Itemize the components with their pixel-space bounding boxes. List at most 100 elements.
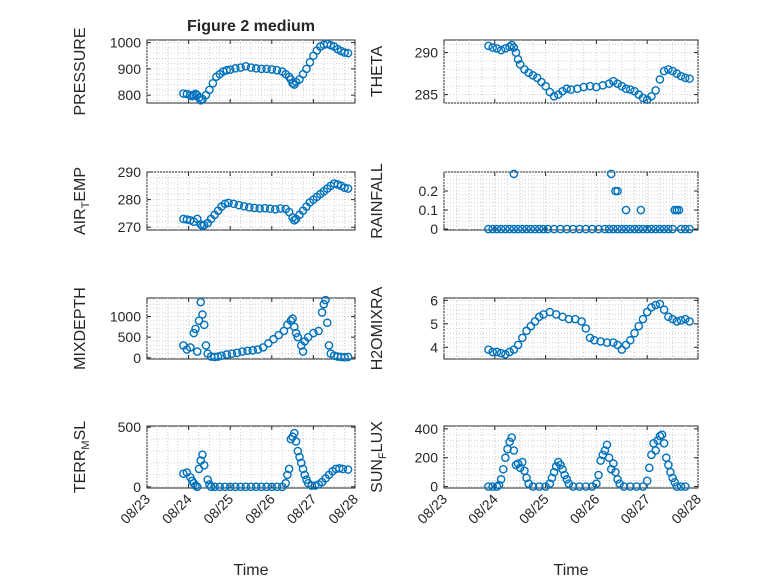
data-point bbox=[581, 224, 591, 234]
data-point bbox=[681, 482, 690, 491]
data-point bbox=[655, 299, 665, 309]
data-point bbox=[530, 317, 540, 326]
x-tick-label: 08/25 bbox=[516, 491, 552, 527]
data-point bbox=[203, 475, 212, 484]
data-point bbox=[232, 348, 242, 358]
data-point bbox=[581, 324, 591, 333]
data-point bbox=[322, 318, 332, 328]
data-point bbox=[293, 446, 303, 456]
grid bbox=[443, 40, 699, 104]
y-tick-label: 0 bbox=[430, 221, 438, 237]
data-point bbox=[196, 96, 206, 105]
data-point bbox=[324, 341, 334, 350]
data-point bbox=[257, 482, 266, 492]
data-point bbox=[484, 345, 493, 354]
data-point bbox=[668, 473, 677, 483]
data-point bbox=[638, 482, 648, 491]
data-point bbox=[302, 64, 311, 74]
data-points bbox=[484, 40, 694, 104]
data-point bbox=[558, 86, 567, 96]
data-point bbox=[602, 338, 612, 347]
data-point bbox=[191, 324, 200, 334]
data-point bbox=[186, 343, 195, 352]
x-tick-label: 08/28 bbox=[325, 491, 361, 527]
data-point bbox=[625, 85, 635, 94]
x-tick-label: 08/25 bbox=[200, 491, 236, 527]
data-point bbox=[290, 216, 299, 225]
data-point bbox=[676, 482, 686, 491]
data-point bbox=[338, 464, 348, 474]
data-point bbox=[522, 224, 531, 234]
data-point bbox=[651, 300, 660, 310]
data-point bbox=[581, 482, 591, 491]
data-point bbox=[638, 93, 648, 103]
data-point bbox=[526, 321, 536, 331]
data-point bbox=[668, 224, 677, 234]
y-tick-label: 6 bbox=[430, 292, 438, 308]
data-point bbox=[222, 65, 232, 75]
data-point bbox=[566, 85, 576, 94]
data-point bbox=[501, 224, 510, 234]
data-point bbox=[509, 169, 519, 179]
data-point bbox=[208, 79, 218, 88]
data-point bbox=[260, 203, 270, 213]
subplot-7: 0 500 08/23 08/24 08/25 08/26 08/27 08/28 TERRMS… bbox=[72, 419, 361, 579]
data-points bbox=[484, 169, 694, 234]
data-point bbox=[592, 479, 601, 488]
y-tick-label: 0.1 bbox=[419, 202, 439, 218]
y-tick-label: 0 bbox=[133, 479, 141, 495]
data-point bbox=[281, 478, 290, 488]
data-point bbox=[501, 350, 510, 359]
data-point bbox=[244, 203, 254, 212]
data-point bbox=[300, 470, 310, 480]
data-point bbox=[321, 295, 330, 305]
x-tick-label: 08/27 bbox=[283, 491, 319, 527]
data-point bbox=[604, 79, 614, 88]
data-point bbox=[539, 224, 548, 234]
data-point bbox=[636, 205, 646, 215]
data-point bbox=[509, 345, 519, 354]
data-point bbox=[225, 482, 235, 492]
data-point bbox=[681, 224, 690, 234]
data-point bbox=[594, 470, 603, 480]
data-point bbox=[534, 312, 544, 322]
data-point bbox=[194, 316, 204, 325]
data-point bbox=[236, 482, 245, 492]
data-point bbox=[651, 446, 660, 455]
data-point bbox=[513, 340, 523, 350]
data-point bbox=[206, 482, 216, 492]
data-point bbox=[231, 64, 240, 73]
y-axis-label: MIXDEPTH bbox=[72, 287, 89, 370]
y-tick-label: 800 bbox=[118, 87, 142, 103]
data-point bbox=[524, 68, 533, 78]
y-axis-label: THETA bbox=[369, 46, 386, 98]
data-point bbox=[613, 186, 622, 196]
y-tick-label: 500 bbox=[118, 329, 142, 345]
data-point bbox=[685, 317, 694, 326]
data-point bbox=[484, 224, 493, 234]
grid bbox=[146, 171, 356, 230]
data-point bbox=[526, 224, 536, 234]
data-point bbox=[672, 69, 682, 78]
data-point bbox=[274, 330, 284, 340]
data-point bbox=[562, 475, 572, 484]
data-point bbox=[340, 353, 349, 362]
data-point bbox=[664, 224, 673, 234]
data-point bbox=[343, 352, 353, 362]
data-point bbox=[303, 332, 313, 342]
y-tick-label: 1000 bbox=[110, 309, 141, 325]
data-point bbox=[579, 82, 589, 92]
x-tick-label: 08/26 bbox=[242, 491, 278, 527]
data-point bbox=[655, 224, 665, 234]
y-axis-label: RAINFALL bbox=[369, 163, 386, 239]
data-point bbox=[625, 482, 635, 491]
x-tick-label: 08/27 bbox=[617, 491, 653, 527]
data-point bbox=[518, 333, 527, 343]
data-point bbox=[609, 224, 618, 234]
y-tick-label: 270 bbox=[118, 219, 142, 235]
data-point bbox=[659, 439, 669, 448]
data-point bbox=[269, 334, 278, 344]
data-point bbox=[528, 482, 538, 491]
data-point bbox=[201, 341, 211, 350]
